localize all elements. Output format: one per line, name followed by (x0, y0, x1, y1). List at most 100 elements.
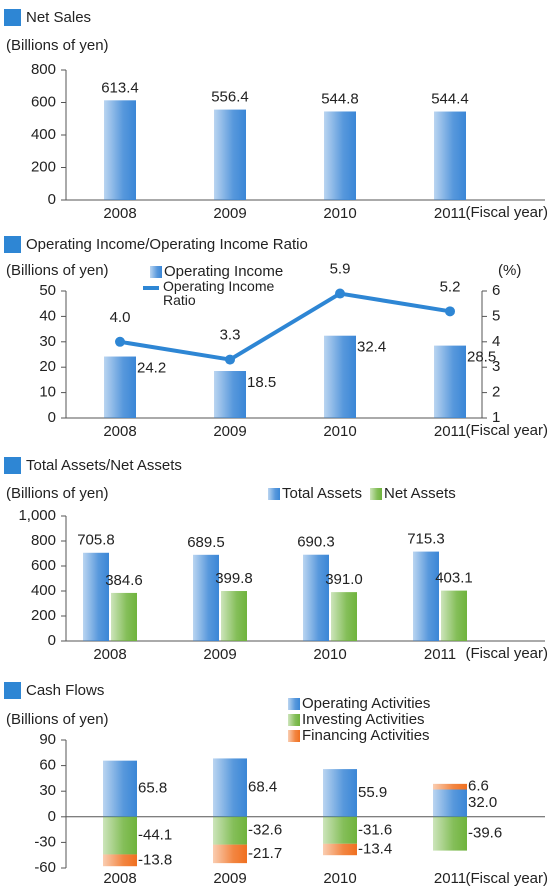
y-tick-label: 20 (39, 358, 56, 375)
y-tick-label: -60 (34, 859, 56, 876)
bar (104, 356, 136, 418)
y-tick-label: 400 (31, 582, 56, 599)
y2-tick-label: 5 (492, 307, 500, 324)
legend-swatch (370, 488, 382, 500)
y-tick-label: 200 (31, 158, 56, 175)
y-tick-label: 800 (31, 532, 56, 549)
bar (221, 591, 247, 641)
x-tick-label: 2011 (434, 870, 466, 886)
x-tick-label: 2008 (93, 646, 126, 663)
y-tick-label: 0 (48, 808, 56, 825)
bar (324, 335, 356, 418)
value-label: 544.4 (431, 91, 469, 108)
value-label: -44.1 (138, 827, 172, 844)
y-tick-label: 50 (39, 282, 56, 299)
legend-swatch (150, 266, 162, 278)
value-label: 403.1 (435, 570, 473, 587)
y2-tick-label: 1 (492, 409, 500, 426)
bar (433, 783, 467, 790)
x-tick-label: 2011 (434, 205, 466, 222)
point (225, 354, 235, 365)
y-tick-label: 1,000 (18, 507, 56, 524)
bar (434, 111, 466, 200)
legend-label: Operating Income (164, 263, 283, 280)
y-tick-label: 10 (39, 384, 56, 401)
value-label: 6.6 (468, 778, 489, 795)
bar (434, 345, 466, 418)
bar (324, 111, 356, 200)
legend-label: Financing Activities (302, 727, 430, 744)
value-label: 18.5 (247, 374, 276, 391)
value-label: 65.8 (138, 780, 167, 797)
bar (103, 854, 137, 867)
x-tick-label: 2010 (323, 870, 356, 886)
y2-tick-label: 6 (492, 282, 500, 299)
legend-label: Investing Activities (302, 711, 425, 728)
y-tick-label: 600 (31, 93, 56, 110)
value-label: 55.9 (358, 784, 387, 801)
chart-title: Total Assets/Net Assets (26, 457, 182, 474)
bar (433, 816, 467, 851)
x-tick-label: 2010 (323, 205, 356, 222)
y-tick-label: -30 (34, 833, 56, 850)
x-axis-label: (Fiscal year) (465, 870, 548, 886)
y-tick-label: 200 (31, 607, 56, 624)
legend-label: Net Assets (384, 485, 456, 502)
chart-title: Cash Flows (26, 682, 104, 699)
x-tick-label: 2008 (103, 205, 136, 222)
value-label: 556.4 (211, 89, 249, 106)
value-label: 28.5 (467, 349, 496, 366)
value-label: 32.0 (468, 794, 497, 811)
y-tick-label: 600 (31, 557, 56, 574)
value-label: -31.6 (358, 821, 392, 838)
bar (441, 590, 467, 641)
value-label: 613.4 (101, 79, 139, 96)
value-label: 544.8 (321, 90, 359, 107)
value-label: 4.0 (110, 309, 131, 326)
point (445, 306, 455, 317)
title-marker (4, 682, 21, 699)
x-tick-label: 2009 (203, 646, 236, 663)
bar (213, 816, 247, 845)
y2-axis-label: (%) (498, 262, 521, 279)
value-label: 3.3 (220, 327, 241, 344)
bar (213, 758, 247, 817)
title-marker (4, 457, 21, 474)
value-label: 32.4 (357, 339, 386, 356)
x-tick-label: 2011 (424, 646, 456, 663)
value-label: 690.3 (297, 534, 335, 551)
y2-tick-label: 3 (492, 358, 500, 375)
y2-tick-label: 2 (492, 384, 500, 401)
bar (323, 816, 357, 844)
legend-swatch (288, 698, 300, 710)
x-tick-label: 2009 (213, 870, 246, 886)
x-axis-label: (Fiscal year) (465, 645, 548, 662)
value-label: 705.8 (77, 532, 115, 549)
x-tick-label: 2009 (213, 423, 246, 440)
point (335, 288, 345, 299)
y2-tick-label: 4 (492, 333, 500, 350)
bar (323, 769, 357, 817)
bar (111, 592, 137, 641)
bar (213, 844, 247, 864)
y-tick-label: 800 (31, 61, 56, 78)
x-tick-label: 2008 (103, 870, 136, 886)
bar (413, 551, 439, 641)
y-tick-label: 30 (39, 782, 56, 799)
chart-title: Operating Income/Operating Income Ratio (26, 236, 308, 253)
bar (331, 592, 357, 641)
legend-box: Operating Income Ratio (163, 279, 274, 307)
value-label: 715.3 (407, 531, 445, 548)
value-label: 24.2 (137, 360, 166, 377)
y-tick-label: 0 (48, 632, 56, 649)
y-tick-label: 90 (39, 731, 56, 748)
value-label: 384.6 (105, 572, 143, 589)
value-label: -32.6 (248, 822, 282, 839)
legend-swatch (288, 714, 300, 726)
value-label: 689.5 (187, 534, 225, 551)
value-label: 5.9 (330, 261, 351, 278)
bar (104, 100, 136, 200)
bar (214, 371, 246, 418)
x-tick-label: 2009 (213, 205, 246, 222)
